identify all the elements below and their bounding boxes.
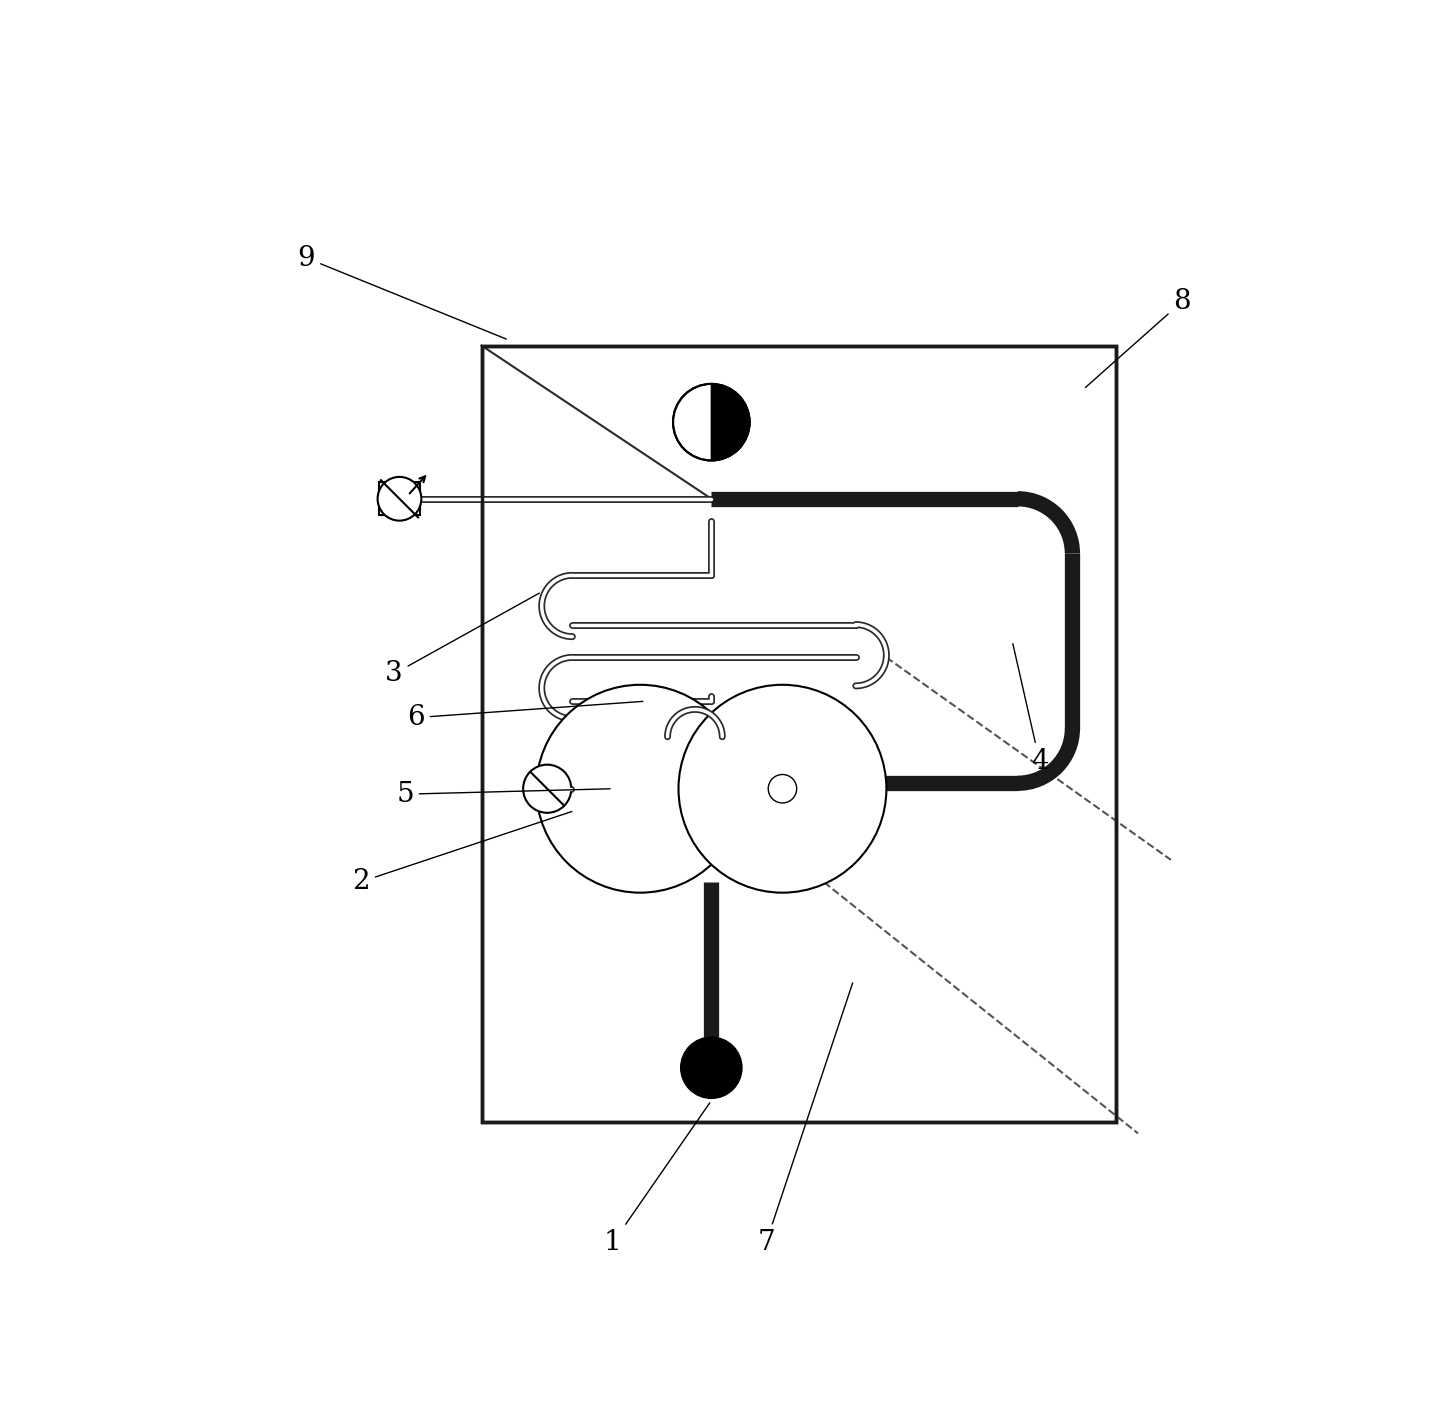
Circle shape bbox=[768, 774, 797, 803]
Text: 9: 9 bbox=[298, 244, 507, 340]
Circle shape bbox=[674, 384, 749, 460]
Text: 5: 5 bbox=[396, 780, 610, 807]
Text: 7: 7 bbox=[756, 983, 852, 1256]
Text: 2: 2 bbox=[353, 811, 572, 895]
Text: 8: 8 bbox=[1086, 288, 1191, 388]
Circle shape bbox=[536, 685, 743, 892]
Text: 1: 1 bbox=[604, 1103, 710, 1256]
Circle shape bbox=[378, 477, 421, 520]
Bar bbox=[482, 345, 1117, 1123]
Circle shape bbox=[678, 685, 886, 892]
Bar bbox=[482, 345, 1117, 1123]
Circle shape bbox=[523, 764, 571, 813]
Bar bbox=[379, 482, 420, 516]
Text: 4: 4 bbox=[1013, 644, 1048, 774]
Circle shape bbox=[681, 1037, 742, 1098]
Polygon shape bbox=[711, 384, 749, 460]
Text: 6: 6 bbox=[407, 702, 643, 732]
Text: 3: 3 bbox=[385, 593, 539, 688]
